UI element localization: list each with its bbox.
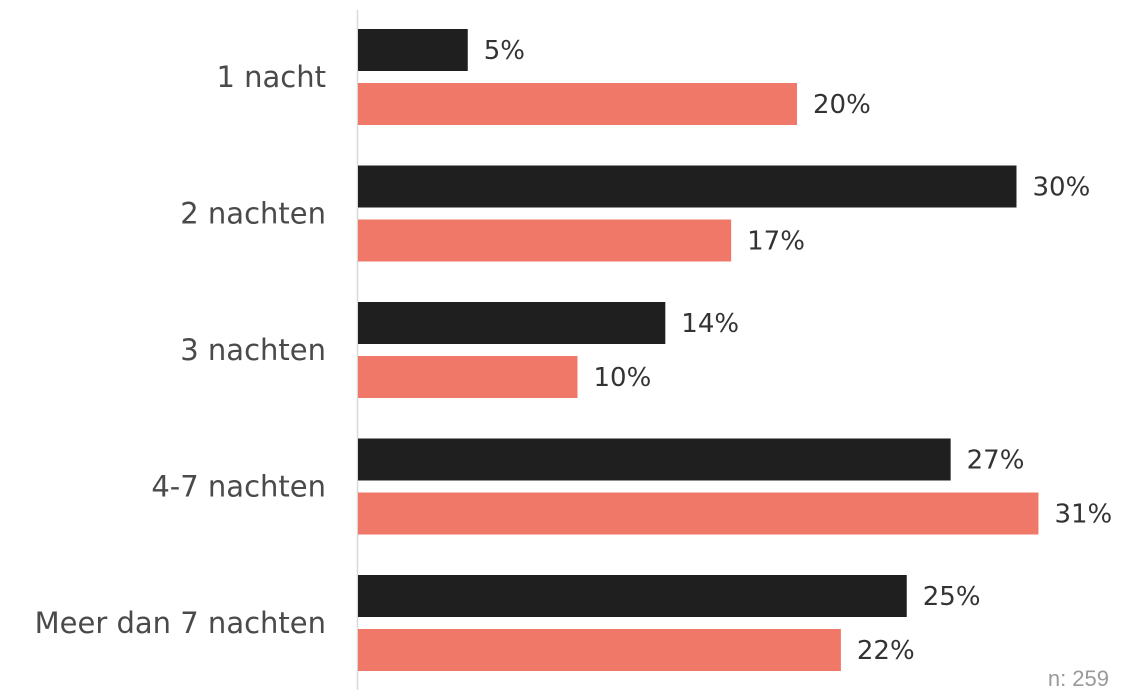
data-label: 27% — [967, 446, 1025, 476]
data-label: 25% — [923, 582, 981, 612]
category-label: 4-7 nachten — [151, 470, 326, 504]
data-label: 17% — [747, 227, 805, 257]
labels-layer: 1 nacht 5% 20% 2 nachten 30% 17% 3 nachten 14% 1… — [35, 36, 1113, 666]
data-label: 5% — [484, 36, 525, 66]
bar — [358, 302, 666, 344]
bar — [358, 83, 797, 125]
sample-size-note: n: 259 — [1047, 666, 1109, 691]
data-label: 14% — [681, 309, 739, 339]
bar — [358, 438, 951, 481]
category-label: 3 nachten — [180, 333, 326, 367]
data-label: 10% — [594, 363, 652, 393]
bar — [358, 29, 468, 71]
data-label: 20% — [813, 90, 871, 120]
data-label: 30% — [1033, 173, 1091, 203]
data-label: 22% — [857, 636, 915, 666]
category-label: 1 nacht — [216, 60, 326, 94]
bar — [358, 219, 732, 262]
bar — [358, 629, 841, 671]
category-label: Meer dan 7 nachten — [35, 606, 326, 640]
bar — [358, 356, 578, 398]
data-label: 31% — [1054, 500, 1112, 530]
category-label: 2 nachten — [180, 197, 326, 231]
bar — [358, 575, 907, 617]
bars-layer — [358, 29, 1039, 671]
bar — [358, 492, 1039, 535]
bar — [358, 165, 1017, 208]
